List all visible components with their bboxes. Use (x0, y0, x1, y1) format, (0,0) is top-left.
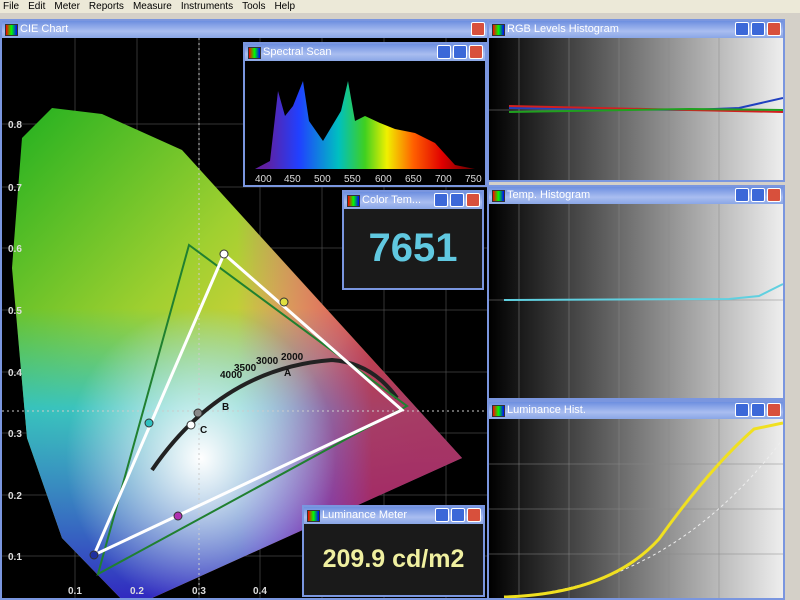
menu-item[interactable]: File (3, 1, 20, 12)
window-title: Luminance Meter (322, 509, 407, 521)
x-tick-label: 700 (435, 174, 452, 185)
title-bar[interactable]: CIE Chart (2, 21, 487, 38)
luminance-meter-window: Luminance Meter 209.9 cd/m2 (302, 505, 485, 597)
title-bar[interactable]: Spectral Scan (245, 44, 485, 61)
y-tick-label: 0.7 (8, 183, 22, 194)
luminance-readout: 209.9 cd/m2 (322, 545, 465, 573)
y-tick-label: 0.4 (8, 368, 22, 379)
temp-label: 2000 (281, 352, 304, 363)
spectral-window: Spectral Scan 400 450 500 550 600 650 70… (243, 42, 487, 187)
temp-hist-window: Temp. Histogram (487, 185, 785, 400)
temp-readout: 7651 (368, 226, 458, 270)
lum-plot (489, 419, 783, 598)
menu-item[interactable]: Help (274, 1, 296, 12)
x-tick-label: 550 (344, 174, 361, 185)
window-title: Spectral Scan (263, 46, 332, 58)
x-tick-label: 0.3 (192, 586, 206, 597)
point-label: C (200, 425, 207, 436)
rgb-plot (489, 38, 783, 180)
title-bar[interactable]: Temp. Histogram (489, 187, 783, 204)
x-tick-label: 500 (314, 174, 331, 185)
rgb-hist-window: RGB Levels Histogram (487, 19, 785, 182)
temp-label: 4000 (220, 370, 243, 381)
title-bar[interactable]: RGB Levels Histogram (489, 21, 783, 38)
temp-label: 3500 (234, 363, 257, 374)
point-label: A (284, 368, 291, 379)
y-tick-label: 0.5 (8, 306, 22, 317)
title-bar[interactable]: Luminance Hist. (489, 402, 783, 419)
menu-item[interactable]: Instruments (180, 1, 234, 12)
window-title: Color Tem... (362, 194, 422, 206)
x-tick-label: 650 (405, 174, 422, 185)
menu-item[interactable]: Reports (88, 1, 124, 12)
x-tick-label: 0.2 (130, 586, 144, 597)
menu-item[interactable]: Meter (54, 1, 80, 12)
menu-bar: File Edit Meter Reports Measure Instrume… (0, 0, 800, 13)
menu-item[interactable]: Tools (242, 1, 266, 12)
y-tick-label: 0.2 (8, 491, 22, 502)
window-title: Luminance Hist. (507, 404, 586, 416)
menu-item[interactable]: Edit (28, 1, 46, 12)
x-tick-label: 400 (255, 174, 272, 185)
window-title: CIE Chart (20, 23, 69, 35)
color-temp-window: Color Tem... 7651 (342, 190, 484, 290)
x-tick-label: 750 (465, 174, 482, 185)
window-title: RGB Levels Histogram (507, 23, 619, 35)
cie-plot: 2000 3000 3500 4000 A B C 0.8 0.7 0.6 0.… (2, 38, 487, 598)
y-tick-label: 0.3 (8, 429, 22, 440)
point-label: B (222, 402, 229, 413)
spectrum-plot: 400 450 500 550 600 650 700 750 (245, 61, 485, 185)
x-tick-label: 600 (375, 174, 392, 185)
y-tick-label: 0.1 (8, 552, 22, 563)
lum-hist-window: Luminance Hist. (487, 400, 785, 600)
menu-item[interactable]: Measure (132, 1, 172, 12)
y-tick-label: 0.6 (8, 244, 22, 255)
temp-label: 3000 (256, 356, 279, 367)
x-tick-label: 0.4 (253, 586, 267, 597)
window-title: Temp. Histogram (507, 189, 591, 201)
y-tick-label: 0.8 (8, 120, 22, 131)
temp-plot (489, 204, 783, 398)
title-bar[interactable]: Luminance Meter (304, 507, 483, 524)
title-bar[interactable]: Color Tem... (344, 192, 482, 209)
x-tick-label: 450 (284, 174, 301, 185)
x-tick-label: 0.1 (68, 586, 82, 597)
